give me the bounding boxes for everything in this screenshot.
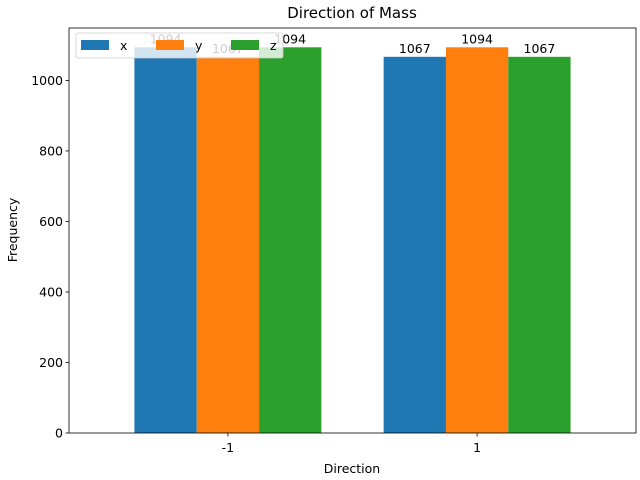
y-tick-label-600: 600 — [39, 214, 63, 229]
y-tick-label-0: 0 — [55, 426, 63, 441]
x-axis-label: Direction — [324, 461, 380, 476]
chart-title: Direction of Mass — [287, 4, 417, 22]
legend-swatch-y — [156, 40, 184, 50]
y-tick-label-200: 200 — [39, 355, 63, 370]
y-tick-label-400: 400 — [39, 284, 63, 299]
bar-z--1 — [259, 47, 322, 434]
legend-label-y: y — [195, 38, 203, 53]
legend: x y z — [75, 32, 284, 59]
data-label-y-1: 1094 — [461, 31, 493, 46]
bars-layer — [134, 47, 571, 434]
x-tick-label-1: 1 — [473, 440, 481, 455]
axes-layer: 0 200 400 600 800 1000 -1 1 — [31, 27, 637, 455]
data-label-z-1: 1067 — [524, 41, 556, 56]
bar-y--1 — [196, 56, 260, 433]
legend-swatch-x — [81, 40, 109, 50]
bar-x-1 — [383, 56, 446, 433]
legend-swatch-z — [231, 40, 259, 50]
bar-z-1 — [508, 56, 571, 433]
x-tick-label--1: -1 — [222, 440, 234, 455]
y-axis-label: Frequency — [5, 197, 20, 262]
data-label-x-1: 1067 — [399, 41, 431, 56]
y-tick-label-1000: 1000 — [31, 73, 63, 88]
legend-label-x: x — [120, 38, 127, 53]
legend-label-z: z — [270, 38, 277, 53]
bar-x--1 — [134, 47, 197, 434]
bar-y-1 — [445, 47, 509, 434]
y-tick-label-800: 800 — [39, 143, 63, 158]
axes-frame — [68, 27, 637, 434]
